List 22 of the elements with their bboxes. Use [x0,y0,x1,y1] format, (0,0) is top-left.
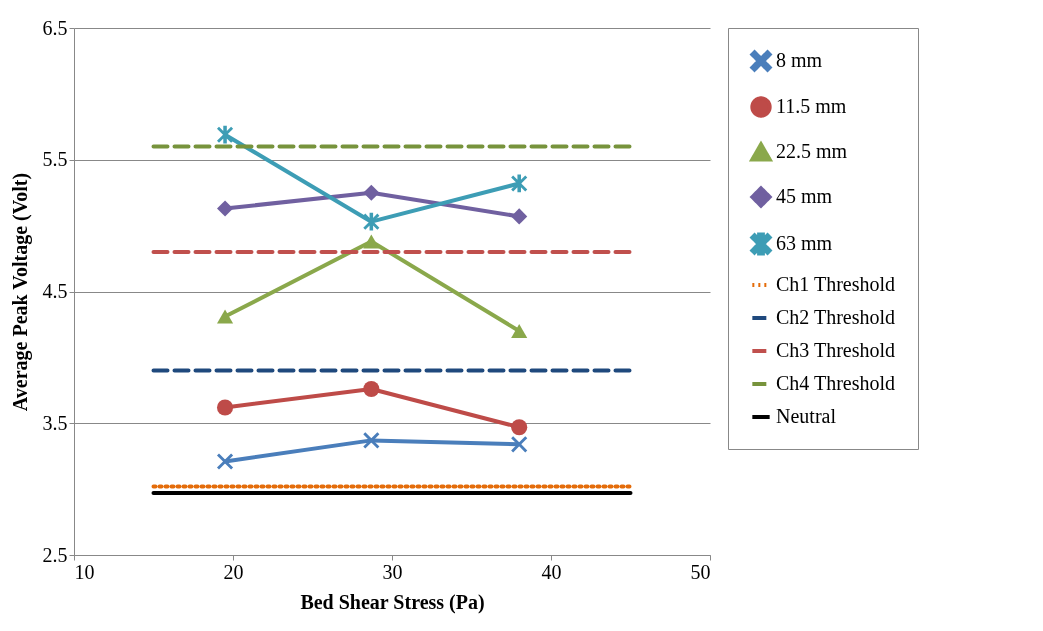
y-tick-label: 4.5 [42,280,68,302]
x-tick-label: 20 [223,560,244,583]
x-tick-label: 40 [541,560,562,583]
legend-label: 45 mm [776,185,833,207]
legend-label: Ch4 Threshold [776,372,896,394]
y-axis-title: Average Peak Voltage (Volt) [8,172,32,412]
y-tick-label: 6.5 [42,16,68,39]
legend-label: Ch3 Threshold [776,339,896,361]
y-tick-label: 5.5 [42,148,68,171]
legend-label: 8 mm [776,49,823,71]
x-tick-label: 10 [74,560,95,583]
x-tick-label: 50 [690,560,711,583]
legend-label: 63 mm [776,232,833,254]
legend-label: Ch2 Threshold [776,306,896,328]
x-tick-label: 30 [382,560,403,583]
legend-label: Neutral [776,405,837,427]
y-tick-label: 2.5 [42,543,68,566]
y-tick-label: 3.5 [42,411,68,434]
x-axis-title: Bed Shear Stress (Pa) [300,590,485,614]
legend-label: Ch1 Threshold [776,273,896,295]
legend-label: 22.5 mm [776,140,848,162]
legend-label: 11.5 mm [776,95,847,117]
